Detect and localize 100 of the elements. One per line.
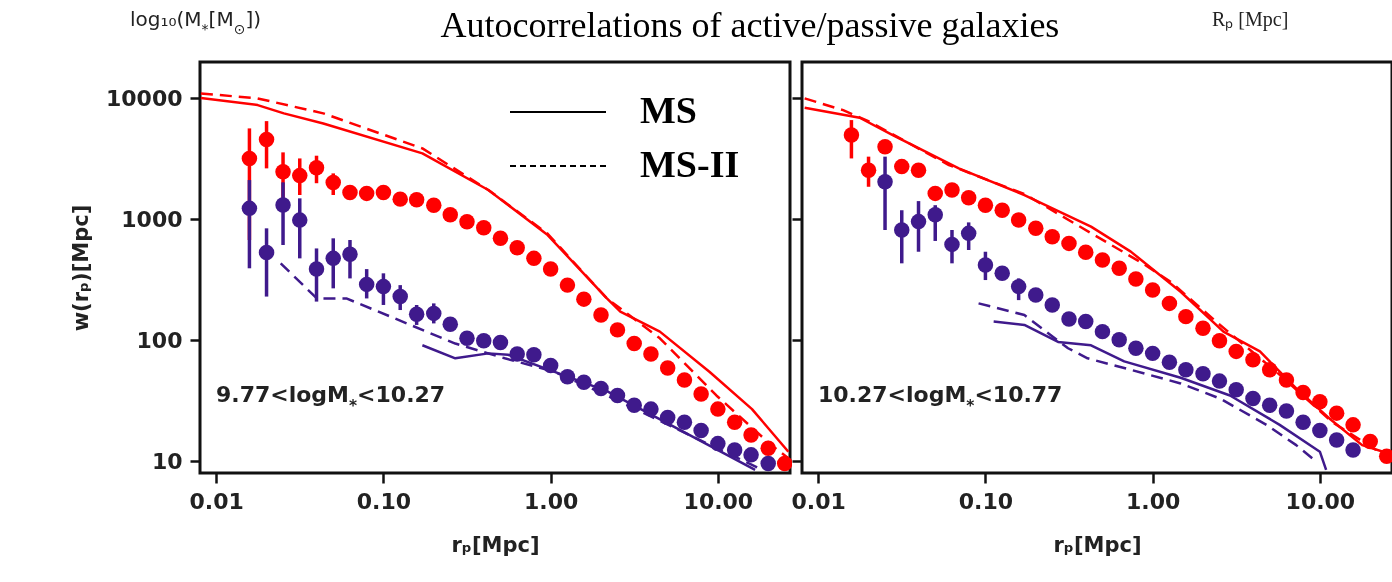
point — [275, 163, 291, 180]
point — [492, 334, 509, 351]
y-tick-label: 1000 — [121, 206, 183, 232]
point — [1010, 212, 1027, 228]
point — [743, 447, 759, 463]
point — [726, 414, 743, 431]
point — [392, 288, 408, 305]
point — [459, 213, 475, 230]
point — [1345, 442, 1361, 458]
point — [877, 138, 893, 155]
point — [1178, 362, 1194, 378]
point — [559, 369, 576, 385]
x-tick-label: 1.00 — [524, 488, 579, 514]
point — [1111, 260, 1127, 277]
point — [1144, 345, 1161, 362]
point — [710, 401, 726, 417]
point — [994, 202, 1010, 218]
x-tick-label: 1.00 — [1126, 488, 1181, 514]
point — [459, 330, 475, 346]
point — [960, 189, 977, 206]
point — [1261, 362, 1278, 378]
point — [426, 197, 442, 213]
chart-title: Autocorrelations of active/passive galaxies — [439, 4, 1061, 46]
point — [292, 167, 308, 184]
point — [944, 182, 960, 198]
annotation: 10.27<logM$_{*}$<10.77 — [818, 382, 1063, 415]
point — [693, 422, 709, 439]
point — [626, 335, 642, 352]
point — [1328, 405, 1345, 421]
point — [308, 160, 325, 176]
point — [258, 244, 275, 261]
y-tick-label: 100 — [136, 327, 183, 353]
annotation: 9.77<logM$_{*}$<10.27 — [216, 382, 446, 415]
point — [1010, 278, 1027, 295]
point — [392, 191, 408, 207]
point — [960, 225, 977, 242]
point — [241, 150, 258, 167]
point — [1061, 235, 1077, 252]
point — [325, 250, 341, 267]
point — [910, 162, 927, 178]
point — [342, 184, 358, 201]
point — [1028, 220, 1044, 237]
point — [776, 455, 792, 472]
point — [1094, 323, 1111, 340]
point — [408, 306, 425, 323]
point — [241, 200, 258, 217]
point — [593, 380, 609, 397]
annotation: MS — [640, 89, 697, 131]
point — [877, 173, 893, 190]
point — [1144, 282, 1161, 298]
point — [593, 307, 609, 323]
text: log₁₀(M$_{*}$[M$_{⊙}$]) — [130, 7, 261, 37]
point — [1211, 333, 1228, 349]
point — [1077, 313, 1094, 330]
x-axis-title: rₚ[Mpc] — [1053, 532, 1142, 557]
point — [1228, 382, 1244, 398]
x-tick-label: 10.00 — [683, 488, 754, 514]
point — [676, 414, 693, 431]
x-tick-label: 0.10 — [958, 488, 1014, 514]
point — [1312, 422, 1328, 439]
point — [1278, 372, 1295, 388]
point — [275, 197, 291, 213]
point — [509, 239, 525, 256]
point — [1295, 384, 1311, 401]
point — [1161, 295, 1178, 312]
point — [609, 322, 626, 338]
point — [258, 131, 275, 148]
point — [1211, 373, 1228, 389]
point — [643, 346, 659, 362]
point — [526, 250, 542, 267]
point — [944, 236, 960, 253]
x-tick-label: 0.10 — [356, 488, 412, 514]
x-tick-label: 0.01 — [189, 488, 244, 514]
point — [994, 265, 1010, 282]
point — [342, 246, 358, 263]
point — [760, 455, 776, 472]
point — [760, 440, 776, 457]
point — [1128, 271, 1144, 287]
point — [542, 357, 559, 374]
point — [375, 278, 392, 295]
point — [1061, 311, 1077, 327]
point — [426, 305, 442, 322]
x-axis-title: rₚ[Mpc] — [451, 532, 540, 557]
x-tick-label: 10.00 — [1285, 488, 1356, 514]
point — [927, 207, 943, 223]
point — [1111, 332, 1127, 348]
point — [643, 401, 659, 417]
point — [1278, 403, 1295, 419]
point — [1178, 308, 1194, 325]
point — [475, 219, 492, 236]
point — [292, 212, 308, 228]
point — [1094, 252, 1111, 268]
y-axis-title: w(rₚ)[Mpc] — [68, 204, 93, 332]
point — [609, 387, 626, 404]
point — [559, 277, 576, 293]
point — [894, 222, 910, 238]
point — [743, 427, 759, 443]
point — [1328, 432, 1345, 448]
point — [894, 158, 910, 175]
point — [927, 185, 943, 202]
